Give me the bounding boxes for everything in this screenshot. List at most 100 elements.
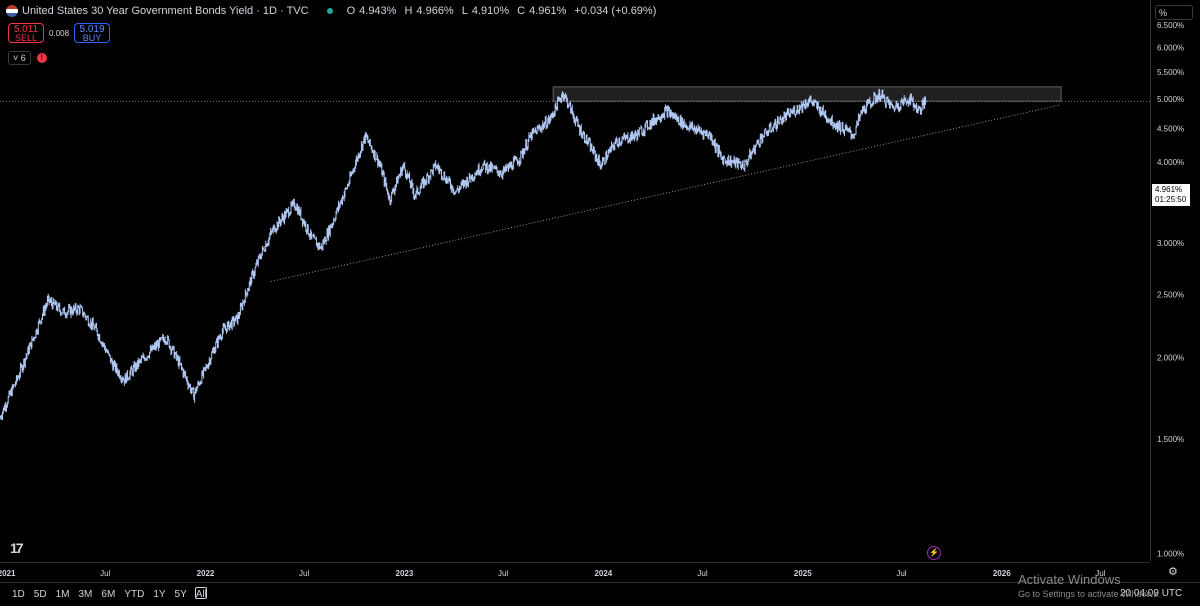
utc-clock[interactable]: 20:04:09 UTC — [1120, 588, 1183, 599]
data-point — [501, 171, 504, 174]
x-tick-label: 2026 — [993, 569, 1011, 578]
data-point — [377, 161, 380, 163]
sell-button[interactable]: 5.011 SELL — [8, 23, 44, 43]
timeframe-5y[interactable]: 5Y — [174, 589, 187, 600]
data-point — [917, 109, 920, 112]
data-point — [709, 134, 711, 136]
data-point — [221, 329, 224, 332]
price-series — [0, 88, 926, 421]
time-axis[interactable]: 2021 Jul 2022 Jul 2023 Jul 2024 Jul 2025 Jul 2026 J… — [0, 562, 1150, 583]
data-point — [47, 299, 49, 302]
x-tick-label: Jul — [896, 569, 906, 578]
last-price-value: 4.961% — [1155, 185, 1183, 194]
timeframe-3m[interactable]: 3M — [78, 589, 93, 600]
calendar-icon[interactable] — [195, 587, 207, 599]
last-price-label: 4.961% 01:25:50 — [1152, 184, 1190, 206]
data-point — [518, 157, 521, 160]
y-tick-label: 3.000% — [1157, 239, 1184, 248]
data-point — [320, 247, 322, 249]
x-tick-label: 2021 — [0, 569, 16, 578]
x-tick-label: Jul — [299, 569, 309, 578]
close-label: C — [517, 5, 526, 17]
data-point — [454, 190, 457, 193]
data-point — [364, 135, 366, 138]
data-point — [0, 416, 1, 418]
data-point — [635, 134, 637, 136]
x-tick-label: Jul — [498, 569, 508, 578]
data-point — [192, 394, 195, 397]
gear-icon[interactable]: ⚙ — [1168, 566, 1178, 578]
support-trendline — [270, 104, 1062, 282]
bar-countdown: 01:25:50 — [1155, 195, 1187, 204]
data-point — [310, 237, 313, 240]
x-tick-label: Jul — [100, 569, 110, 578]
price-axis[interactable]: 1.000%1.500%2.000%2.500%3.000%3.500%4.00… — [1150, 0, 1200, 562]
data-point — [831, 121, 834, 124]
us-flag-icon — [6, 5, 18, 17]
scale-button[interactable]: % — [1155, 5, 1193, 20]
x-tick-label: Jul — [697, 569, 707, 578]
y-tick-label: 4.000% — [1157, 158, 1184, 167]
indicators-toggle[interactable]: ˅ 6 — [8, 51, 31, 65]
close-value: 4.961% — [529, 5, 567, 17]
data-point — [164, 336, 167, 339]
data-point — [720, 157, 723, 160]
data-point — [665, 109, 667, 112]
data-point — [891, 106, 894, 109]
data-point — [925, 100, 927, 103]
chevron-down-icon: ˅ — [13, 53, 19, 63]
data-point — [330, 224, 333, 226]
y-tick-label: 1.500% — [1157, 435, 1184, 444]
spread-value: 0.008 — [49, 28, 70, 38]
buy-button[interactable]: 5.019 BUY — [74, 23, 111, 43]
data-point — [530, 134, 533, 136]
data-point — [685, 124, 687, 127]
y-tick-label: 6.500% — [1157, 21, 1184, 30]
indicators-count: 6 — [20, 53, 26, 63]
buy-label: BUY — [82, 33, 102, 43]
timeframe-ytd[interactable]: YTD — [124, 589, 145, 600]
trade-panel: 5.011 SELL 0.008 5.019 BUY — [8, 23, 111, 43]
alert-icon[interactable]: ! — [36, 53, 47, 63]
indicators-row: ˅ 6 ! — [8, 51, 47, 65]
high-label: H — [404, 5, 413, 17]
watermark-line1: Activate Windows — [1018, 572, 1121, 587]
timeframe-5d[interactable]: 5D — [33, 589, 47, 600]
high-value: 4.966% — [416, 5, 454, 17]
activation-watermark: Activate Windows Go to Settings to activ… — [1018, 572, 1160, 599]
data-point — [549, 118, 551, 121]
y-tick-label: 5.500% — [1157, 68, 1184, 77]
low-label: L — [461, 5, 468, 17]
data-point — [204, 368, 207, 371]
watermark-line2: Go to Settings to activate Windows. — [1018, 589, 1161, 599]
timeframe-bar: 1D 5D 1M 3M 6M YTD 1Y 5Y All — [0, 582, 1200, 606]
change-value: +0.034 (+0.69%) — [574, 5, 657, 17]
price-candles — [0, 88, 926, 421]
data-point — [272, 228, 274, 231]
timeframe-1m[interactable]: 1M — [55, 589, 70, 600]
data-point — [179, 364, 181, 366]
data-point — [861, 109, 864, 112]
data-point — [576, 124, 579, 127]
x-tick-label: 2025 — [794, 569, 812, 578]
y-tick-label: 4.500% — [1157, 125, 1184, 134]
data-point — [78, 307, 81, 310]
data-point — [878, 93, 881, 96]
timeframe-6m[interactable]: 6M — [101, 589, 116, 600]
price-chart[interactable] — [0, 0, 1151, 562]
open-value: 4.943% — [359, 5, 397, 17]
market-status-icon — [326, 8, 333, 14]
timeframe-1d[interactable]: 1D — [12, 589, 25, 600]
tradingview-logo[interactable]: 17 — [10, 540, 24, 556]
lightning-icon[interactable]: ⚡ — [927, 546, 941, 560]
symbol-title[interactable]: United States 30 Year Government Bonds Y… — [22, 5, 309, 17]
data-point — [908, 97, 911, 100]
sell-price: 5.011 — [13, 24, 39, 35]
data-point — [435, 164, 437, 167]
data-point — [236, 317, 239, 320]
timeframe-1y[interactable]: 1Y — [153, 589, 166, 600]
timeframe-all[interactable]: All — [195, 589, 207, 600]
data-point — [413, 194, 416, 197]
data-point — [402, 164, 405, 167]
data-point — [852, 134, 855, 136]
